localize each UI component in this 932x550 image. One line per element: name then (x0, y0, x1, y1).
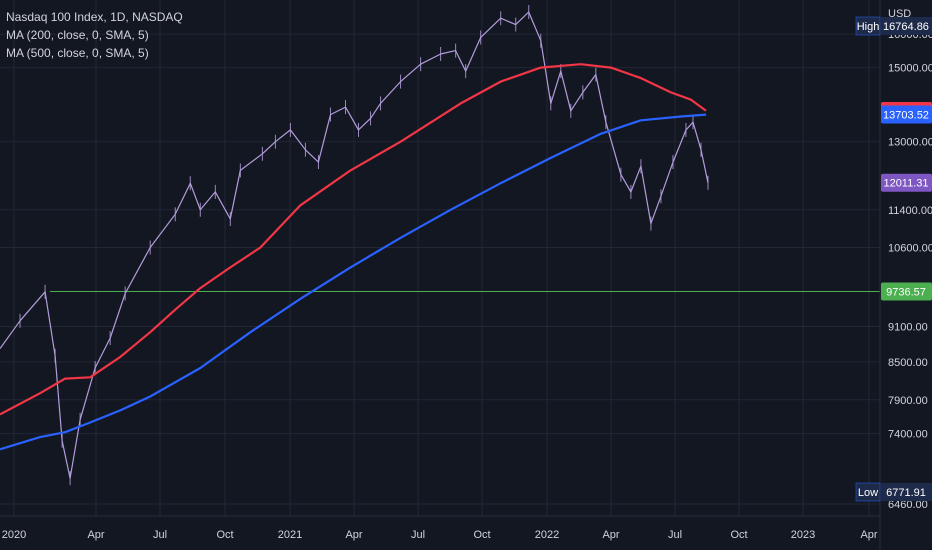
price-tag-label-box (855, 16, 881, 36)
price-tick-label: 10600.00 (888, 242, 932, 254)
time-axis-background (0, 516, 932, 550)
price-tag-label: High (857, 21, 880, 33)
time-tick-label: Apr (860, 529, 877, 541)
price-tick-label: 9100.00 (888, 322, 928, 334)
price-tag-box (881, 105, 932, 124)
time-tick-label: 2021 (278, 529, 302, 541)
price-tag-value: 6771.91 (886, 487, 926, 499)
price-axis[interactable]: USD16000.0015000.0013000.0011400.0010600… (879, 0, 932, 550)
legend-ma-200[interactable]: MA (200, close, 0, SMA, 5) (6, 28, 149, 42)
time-tick-label: Apr (345, 529, 362, 541)
ma-500-line[interactable] (0, 113, 707, 451)
time-tick-label: Jul (668, 529, 682, 541)
time-tick-label: Jul (411, 529, 425, 541)
time-tick-label: Oct (216, 529, 233, 541)
price-tick-label: 7900.00 (888, 395, 928, 407)
time-tick-label: Apr (87, 529, 104, 541)
chart-grid (0, 0, 880, 516)
price-tick-label: 6460.00 (888, 499, 928, 511)
price-tag-box (881, 282, 932, 301)
time-tick-label: 2022 (535, 529, 559, 541)
legend-title[interactable]: Nasdaq 100 Index, 1D, NASDAQ (6, 10, 183, 24)
chart-series (0, 5, 709, 486)
price-tag-label-box (855, 482, 881, 502)
price-tick-label: 15000.00 (888, 63, 932, 75)
price-tick-label: 8500.00 (888, 357, 928, 369)
price-tag-value: 12011.31 (883, 178, 928, 190)
time-tick-label: 2023 (791, 529, 815, 541)
price-axis-background (880, 0, 932, 550)
time-tick-label: 2020 (2, 529, 26, 541)
price-tick-label: 11400.00 (888, 205, 932, 217)
time-tick-label: Apr (602, 529, 619, 541)
price-tick-label: 13000.00 (888, 137, 932, 149)
price-tag-box (881, 173, 932, 192)
legend-ma-500[interactable]: MA (500, close, 0, SMA, 5) (6, 46, 149, 60)
price-tag-value: 13703.52 (883, 109, 929, 121)
time-tick-label: Jul (153, 529, 167, 541)
time-tick-label: Oct (473, 529, 490, 541)
time-axis[interactable]: 2020 Apr Jul Oct 2021 Apr Jul Oct 2022 Apr Jul Oct 2… (0, 515, 932, 550)
price-tag-value: 16764.86 (883, 21, 929, 33)
price-tick-label: 7400.00 (888, 429, 928, 441)
price-tag-box (881, 483, 932, 501)
time-tick-label: Oct (730, 529, 747, 541)
price-tag-value: 9736.57 (886, 286, 926, 298)
price-tag-box (881, 17, 932, 35)
price-tags: High16764.8613795.7513703.5212011.319736… (855, 16, 932, 502)
price-tag-label: Low (858, 487, 878, 499)
chart-legend: Nasdaq 100 Index, 1D, NASDAQ MA (200, cl… (6, 8, 183, 62)
ma-200-line[interactable] (0, 63, 707, 416)
